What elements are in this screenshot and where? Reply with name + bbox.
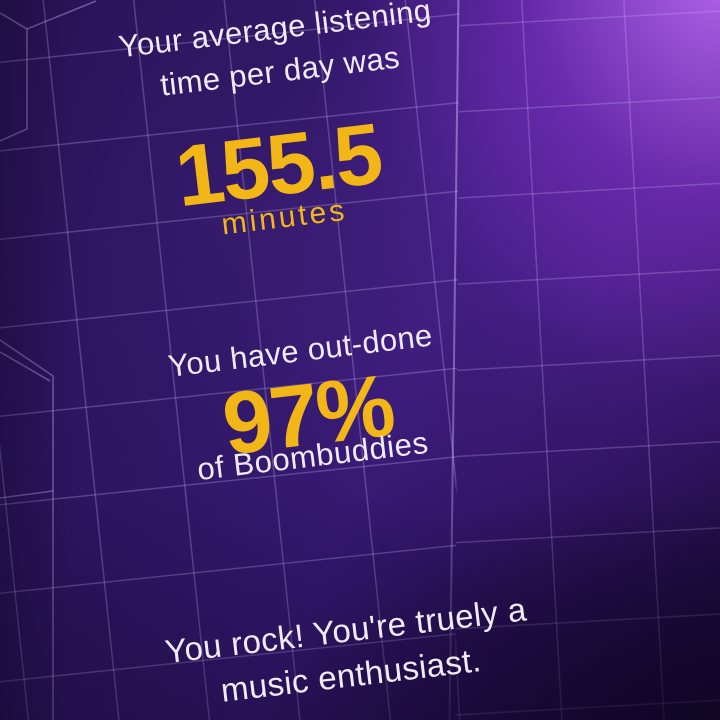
stats-content: Your average listening time per day was … bbox=[28, 0, 576, 720]
outro-message: You rock! You're truely a music enthusia… bbox=[103, 583, 570, 720]
